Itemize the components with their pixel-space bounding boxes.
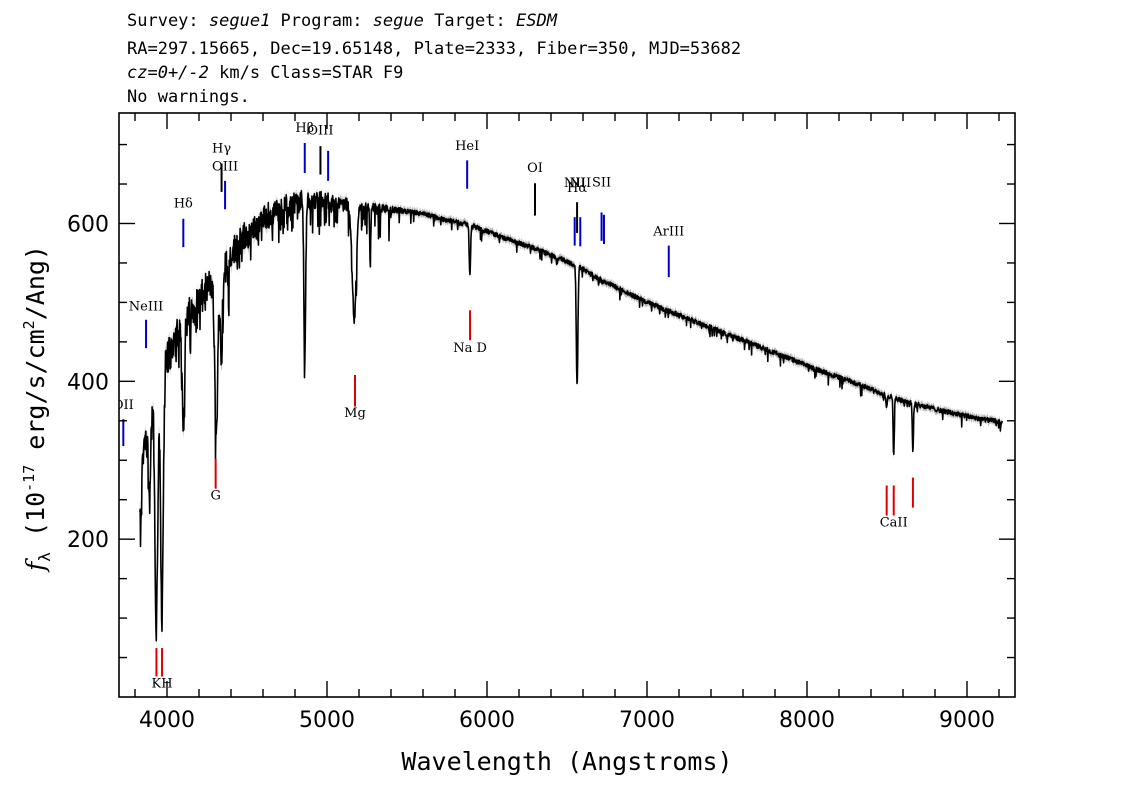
survey-value: segue1 (208, 11, 271, 31)
absorption-line-label: Mg (344, 406, 366, 421)
emission-line-label: Hβ (295, 121, 314, 136)
emission-line-label: ArIII (652, 224, 684, 239)
x-tick-label: 5000 (299, 708, 355, 733)
emission-line-label: OIII (307, 123, 333, 138)
y-tick-label: 200 (67, 528, 109, 553)
absorption-line-label: Na D (453, 341, 487, 356)
y-axis-f: f (21, 558, 50, 573)
x-tick-label: 6000 (459, 708, 515, 733)
x-tick-label: 8000 (779, 708, 835, 733)
x-tick-label: 4000 (139, 708, 195, 733)
x-tick-label: 7000 (619, 708, 675, 733)
absorption-line-label: CaII (880, 516, 908, 531)
x-tick-label: 9000 (939, 708, 995, 733)
survey-label: Survey: (127, 11, 209, 31)
emission-line-label: NII (569, 176, 591, 191)
target-value: ESDM (515, 11, 557, 31)
emission-line-label: Hα (567, 181, 587, 196)
program-label: Program: (270, 11, 373, 31)
y-tick-label: 600 (67, 212, 109, 237)
target-label: Target: (423, 11, 516, 31)
emission-line-label: OII (113, 398, 134, 413)
absorption-line-label: KH (152, 677, 173, 692)
emission-line-label: OI (527, 161, 543, 176)
emission-line-label: HeI (455, 139, 479, 154)
emission-line-label: OIII (212, 160, 238, 175)
y-axis-units-a: (10 (21, 492, 50, 552)
y-axis-units-b: erg/s/cm (21, 329, 50, 464)
y-tick-label: 400 (67, 370, 109, 395)
header-line-1: Survey: segue1 Program: segue Target: ES… (127, 11, 557, 31)
error-band (139, 185, 1003, 649)
header-line-3: cz=0+/-2 km/s Class=STAR F9 (127, 63, 403, 83)
header-line-2: RA=297.15665, Dec=19.65148, Plate=2333, … (127, 39, 742, 59)
plot-frame (118, 112, 1016, 698)
emission-line-label: NII (564, 176, 586, 191)
spectrum-line (139, 190, 1003, 642)
y-axis-lambda: λ (35, 552, 54, 562)
y-axis-units-c: /Ang) (21, 245, 50, 320)
absorption-line-label: G (210, 489, 220, 504)
x-axis-title: Wavelength (Angstroms) (401, 747, 732, 776)
class-text: km/s Class=STAR F9 (208, 63, 404, 83)
cz-value: cz=0+/-2 (127, 63, 209, 83)
header-line-4: No warnings. (127, 87, 250, 107)
emission-line-label: SII (592, 175, 611, 190)
emission-line-label: Hγ (212, 141, 231, 156)
y-axis-exp: -17 (20, 465, 38, 492)
y-axis-title: fλ (10-17 erg/s/cm2/Ang) (20, 245, 54, 573)
y-axis-exp2: 2 (20, 320, 38, 329)
emission-line-label: Hδ (174, 197, 193, 212)
program-value: segue (372, 11, 424, 31)
emission-line-label: NeIII (129, 299, 163, 314)
